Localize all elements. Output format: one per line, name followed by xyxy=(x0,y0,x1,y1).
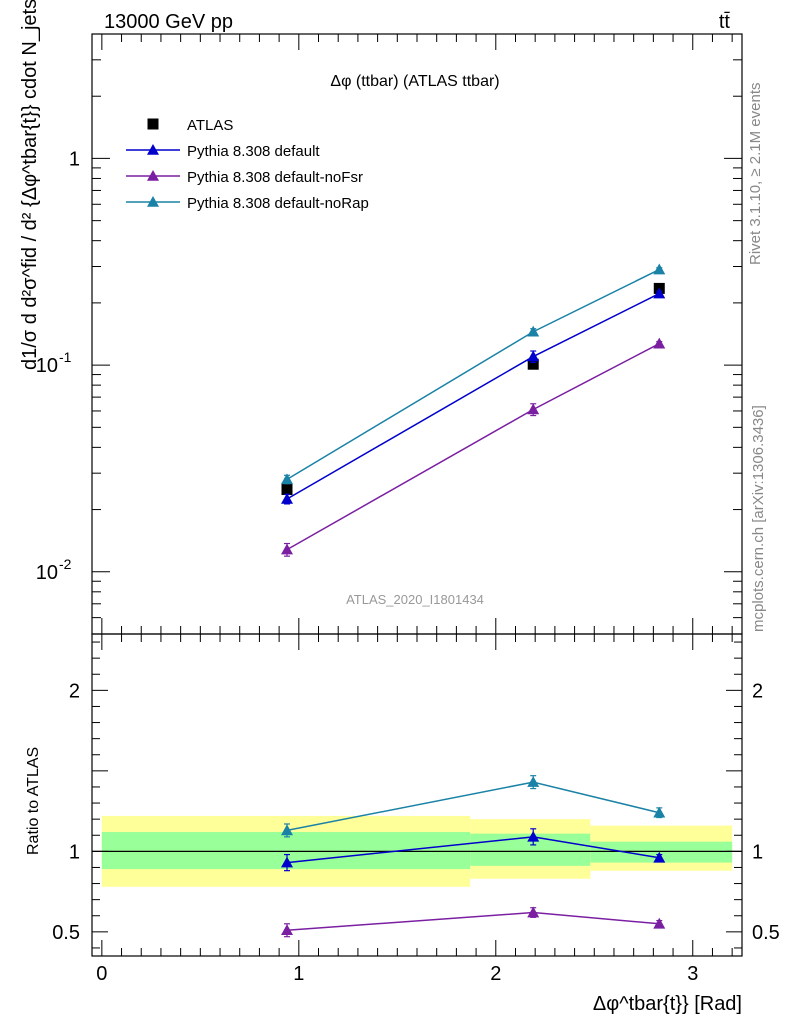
ratio-axis-label: Ratio to ATLAS xyxy=(25,747,42,855)
data-point-1 xyxy=(653,287,666,299)
legend-marker xyxy=(147,170,159,181)
data-point-3 xyxy=(527,325,540,337)
data-point-3 xyxy=(653,263,666,275)
ratio-point-2 xyxy=(527,776,540,787)
legend-label: ATLAS xyxy=(187,117,233,134)
ratio-point-1 xyxy=(527,906,540,918)
main-y-axis-label-text: d1/σ d d²σ^fid / d² {Δφ^tbar{t}} cdot N_… xyxy=(19,0,41,370)
y-tick-label: 1 xyxy=(69,148,80,170)
y-tick-label-exponent: -2 xyxy=(59,556,72,572)
data-point-2 xyxy=(653,337,666,349)
energy-label: 13000 GeV pp xyxy=(104,11,233,33)
mcplots-label: mcplots.cern.ch [arXiv:1306.3436] xyxy=(750,405,767,632)
ratio-point-2 xyxy=(653,806,666,818)
x-tick-label: 2 xyxy=(490,963,501,985)
legend-label: Pythia 8.308 default-noFsr xyxy=(187,169,363,186)
ratio-y-tick-label-right: 0.5 xyxy=(752,922,780,944)
ratio-y-tick-label-right: 2 xyxy=(752,680,763,702)
y-tick-label-exponent: -1 xyxy=(59,349,72,365)
ratio-point-0 xyxy=(281,856,293,868)
process-label: tt̄ xyxy=(719,11,731,33)
series-line-3 xyxy=(286,268,660,481)
x-tick-label: 3 xyxy=(687,963,698,985)
ratio-y-tick-label-right: 1 xyxy=(752,841,763,863)
series-line-1 xyxy=(286,292,660,500)
ratio-panel: 0 1 2 3 0.5 0.5 1 1 2 2 xyxy=(52,633,780,985)
analysis-watermark: ATLAS_2020_I1801434 xyxy=(346,592,484,607)
data-point-1 xyxy=(281,492,293,504)
main-y-axis-label: d1/σ d d²σ^fid / d² {Δφ^tbar{t}} cdot N_… xyxy=(19,0,41,370)
x-axis-label-text: Δφ^tbar{t}} [Rad] xyxy=(593,993,742,1015)
ratio-point-2 xyxy=(281,824,293,836)
data-point-1 xyxy=(527,350,540,362)
data-point-0 xyxy=(527,358,539,370)
ratio-point-0 xyxy=(527,830,540,842)
x-tick-label: 0 xyxy=(96,963,107,985)
x-axis-label: Δφ^tbar{t}} [Rad] xyxy=(593,993,742,1015)
data-point-2 xyxy=(527,403,540,415)
ratio-y-tick-label: 2 xyxy=(69,680,80,702)
legend-marker xyxy=(147,196,159,207)
x-tick-label: 1 xyxy=(293,963,304,985)
legend-label: Pythia 8.308 default-noRap xyxy=(187,195,369,212)
legend-marker xyxy=(147,144,159,155)
y-tick-label: 10 xyxy=(36,355,58,377)
data-point-0 xyxy=(281,484,293,496)
main-panel: 10 -210 -11 xyxy=(36,33,743,635)
y-tick-label: 10 xyxy=(36,562,58,584)
inner-band-2 xyxy=(590,841,733,863)
ratio-point-0 xyxy=(653,851,666,863)
legend: ATLAS Pythia 8.308 default Pythia 8.308 de… xyxy=(126,117,369,212)
ratio-point-1 xyxy=(653,917,666,929)
ratio-frame xyxy=(91,633,743,957)
legend-marker xyxy=(147,118,159,130)
data-point-3 xyxy=(281,473,293,485)
ratio-y-tick-label: 0.5 xyxy=(52,922,80,944)
ratio-point-1 xyxy=(281,924,293,936)
rivet-version-label: Rivet 3.1.10, ≥ 2.1M events xyxy=(747,83,764,266)
ratio-y-tick-label: 1 xyxy=(69,841,80,863)
plot-title: Δφ (ttbar) (ATLAS ttbar) xyxy=(330,73,499,90)
legend-label: Pythia 8.308 default xyxy=(187,143,320,160)
data-point-2 xyxy=(281,543,293,555)
ratio-line-1 xyxy=(286,911,660,931)
